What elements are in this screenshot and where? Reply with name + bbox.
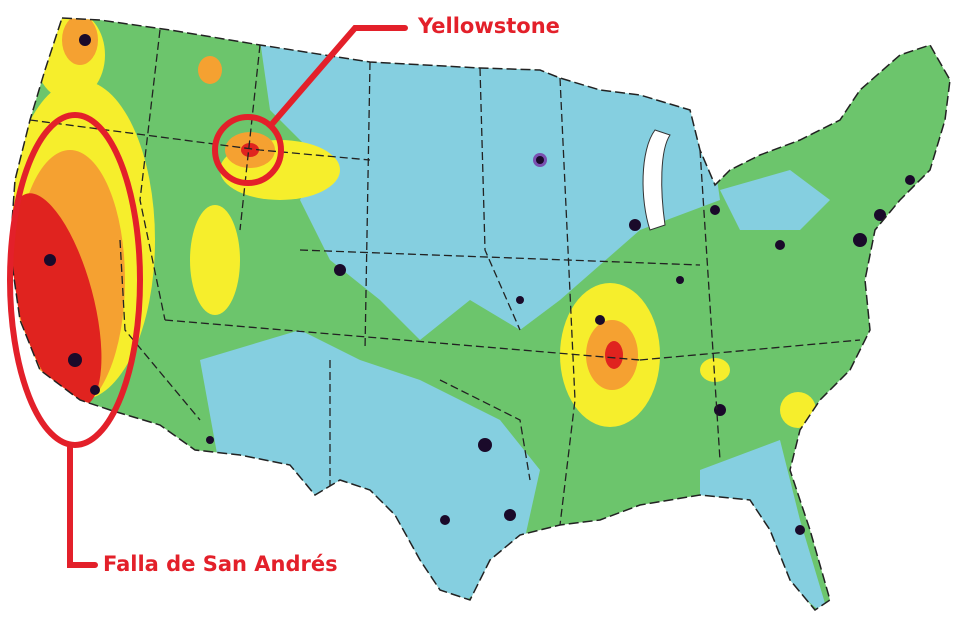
elevated-charleston	[780, 392, 816, 428]
elevated-montana	[198, 56, 222, 84]
state-borders	[29, 29, 861, 526]
very-high-new-madrid	[605, 341, 623, 369]
elevated-utah	[190, 205, 240, 315]
yellowstone-circle	[212, 114, 284, 186]
low-hazard-south	[200, 330, 540, 610]
annotation-marks	[7, 25, 408, 568]
low-hazard-southeast	[700, 440, 830, 610]
low-hazard-plains	[260, 40, 720, 340]
yellowstone-leader-line	[269, 25, 408, 127]
very-high-yellowstone	[241, 143, 259, 157]
very-high-san-andreas	[10, 193, 102, 407]
san-andreas-label: Falla de San Andrés	[103, 552, 338, 576]
san-andreas-leader-line	[67, 444, 98, 568]
low-hazard-east	[720, 170, 830, 230]
lake-michigan	[642, 129, 671, 231]
san-andreas-ellipse	[7, 112, 143, 448]
elevated-tennessee	[700, 358, 730, 382]
yellowstone-label: Yellowstone	[418, 14, 560, 38]
